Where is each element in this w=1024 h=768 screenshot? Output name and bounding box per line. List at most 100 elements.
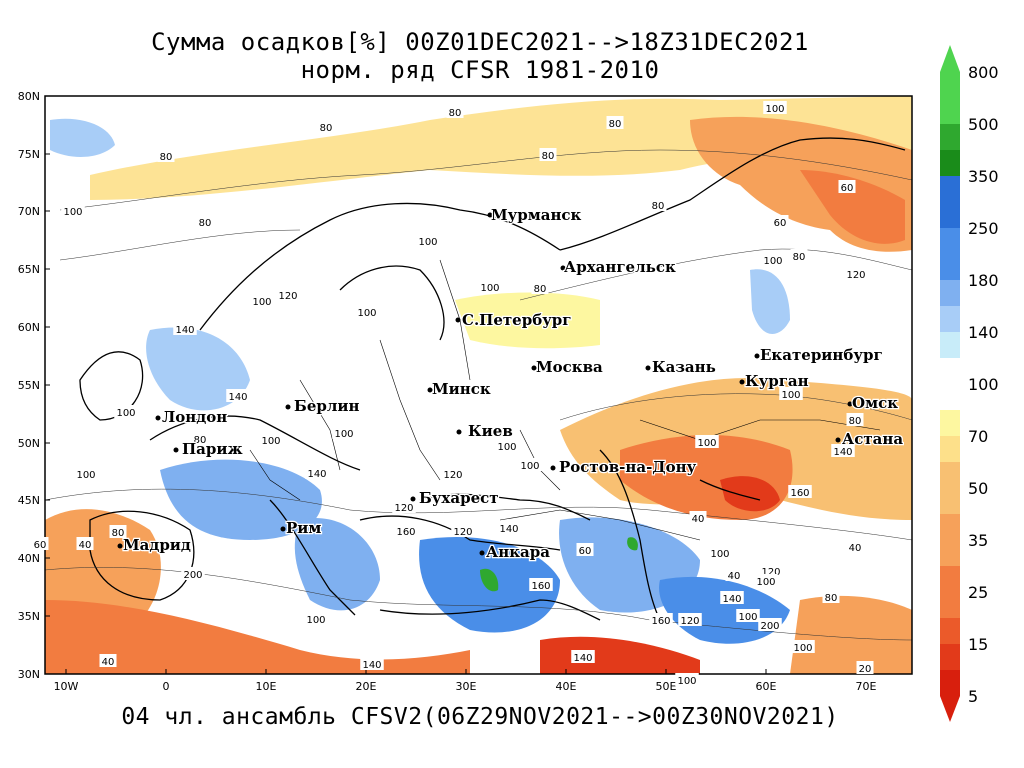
contour-value-label: 100: [708, 546, 732, 560]
svg-text:80: 80: [849, 416, 862, 427]
city-marker: Париж: [173, 439, 244, 459]
city-marker: Минск: [427, 379, 492, 399]
legend-swatch: [940, 618, 960, 644]
lat-tick-label: 50N: [18, 437, 40, 450]
svg-text:120: 120: [680, 616, 699, 627]
svg-text:80: 80: [449, 108, 462, 119]
svg-text:100: 100: [738, 612, 757, 623]
city-label: Минск: [432, 380, 491, 398]
contour-value-label: 80: [822, 590, 840, 604]
city-marker: Астана: [835, 429, 905, 449]
svg-text:80: 80: [199, 218, 212, 229]
svg-text:160: 160: [651, 616, 670, 627]
city-marker: Мурманск: [487, 205, 583, 225]
legend-swatch: [940, 228, 960, 280]
contour-value-label: 140: [305, 466, 329, 480]
legend-label: 50: [968, 479, 988, 498]
contour-value-label: 40: [76, 537, 94, 551]
svg-text:100: 100: [677, 676, 696, 687]
legend-swatch: [940, 670, 960, 696]
svg-text:100: 100: [497, 442, 516, 453]
lon-tick-label: 10W: [54, 680, 79, 693]
city-marker: Курган: [739, 371, 810, 391]
contour-value-label: 100: [478, 280, 502, 294]
svg-text:120: 120: [394, 503, 413, 514]
svg-text:140: 140: [722, 594, 741, 605]
map-title-line2: норм. ряд CFSR 1981-2010: [300, 56, 660, 84]
contour-value-label: 80: [109, 525, 127, 539]
contour-value-label: 100: [114, 405, 138, 419]
svg-text:80: 80: [320, 123, 333, 134]
city-marker: Бухарест: [410, 488, 500, 508]
legend-label: 800: [968, 63, 999, 82]
contour-value-label: 200: [758, 618, 782, 632]
contour-value-label: 140: [720, 591, 744, 605]
svg-text:100: 100: [357, 308, 376, 319]
svg-text:40: 40: [728, 571, 741, 582]
contour-value-label: 20: [856, 661, 874, 675]
contour-value-label: 100: [416, 234, 440, 248]
latitude-axis: 80N 75N 70N 65N 60N 55N 50N 45N 40N 35N 30N: [18, 90, 50, 681]
lat-tick-label: 60N: [18, 321, 40, 334]
svg-text:100: 100: [76, 470, 95, 481]
contour-value-label: 120: [759, 564, 783, 578]
city-marker: Мадрид: [117, 535, 192, 555]
svg-text:60: 60: [774, 218, 787, 229]
city-label: Ростов-на-Дону: [559, 458, 697, 476]
svg-text:80: 80: [542, 151, 555, 162]
svg-text:120: 120: [761, 567, 780, 578]
svg-text:120: 120: [453, 527, 472, 538]
lat-tick-label: 35N: [18, 610, 40, 623]
contour-value-label: 140: [360, 657, 384, 671]
contour-value-label: 100: [355, 305, 379, 319]
legend-label: 5: [968, 687, 978, 706]
legend-label: 35: [968, 531, 988, 550]
lat-tick-label: 80N: [18, 90, 40, 103]
city-label: Киев: [468, 422, 513, 440]
svg-text:100: 100: [697, 438, 716, 449]
svg-text:140: 140: [499, 524, 518, 535]
svg-text:40: 40: [692, 514, 705, 525]
svg-text:60: 60: [34, 540, 47, 551]
city-label: Берлин: [294, 397, 360, 415]
city-label: Екатеринбург: [760, 346, 883, 364]
svg-text:100: 100: [765, 104, 784, 115]
city-marker: С.Петербург: [455, 310, 573, 330]
city-label: Париж: [182, 440, 243, 458]
contour-value-label: 100: [754, 574, 778, 588]
svg-text:200: 200: [760, 621, 779, 632]
contour-value-label: 100: [61, 204, 85, 218]
legend-label: 350: [968, 167, 999, 186]
svg-text:80: 80: [609, 119, 622, 130]
legend-swatch: [940, 436, 960, 462]
lat-tick-label: 30N: [18, 668, 40, 681]
lon-tick-label: 30E: [456, 680, 477, 693]
contour-value-label: 120: [441, 467, 465, 481]
legend-arrow-bottom: [940, 696, 960, 722]
contour-value-label: 100: [518, 458, 542, 472]
svg-text:160: 160: [396, 527, 415, 538]
legend-swatch: [940, 72, 960, 124]
legend-swatch: [940, 306, 960, 332]
contour-value-label: 80: [531, 281, 549, 295]
lat-tick-label: 45N: [18, 494, 40, 507]
contour-value-label: 140: [226, 389, 250, 403]
contour-value-label: 80: [846, 413, 864, 427]
city-marker: Анкара: [479, 542, 551, 562]
contour-value-label: 100: [791, 640, 815, 654]
svg-text:40: 40: [102, 657, 115, 668]
city-label: С.Петербург: [462, 311, 571, 329]
contour-value-label: 60: [576, 543, 594, 557]
contour-value-label: 100: [304, 612, 328, 626]
svg-text:160: 160: [790, 488, 809, 499]
contour-value-label: 100: [74, 467, 98, 481]
city-label: Москва: [536, 358, 603, 376]
legend-swatch: [940, 410, 960, 436]
svg-text:100: 100: [261, 436, 280, 447]
longitude-axis: 10W 0 10E 20E 30E 40E 50E 60E 70E: [54, 669, 877, 693]
city-marker: Берлин: [285, 396, 361, 416]
contour-value-label: 80: [539, 148, 557, 162]
legend-label: 180: [968, 271, 999, 290]
